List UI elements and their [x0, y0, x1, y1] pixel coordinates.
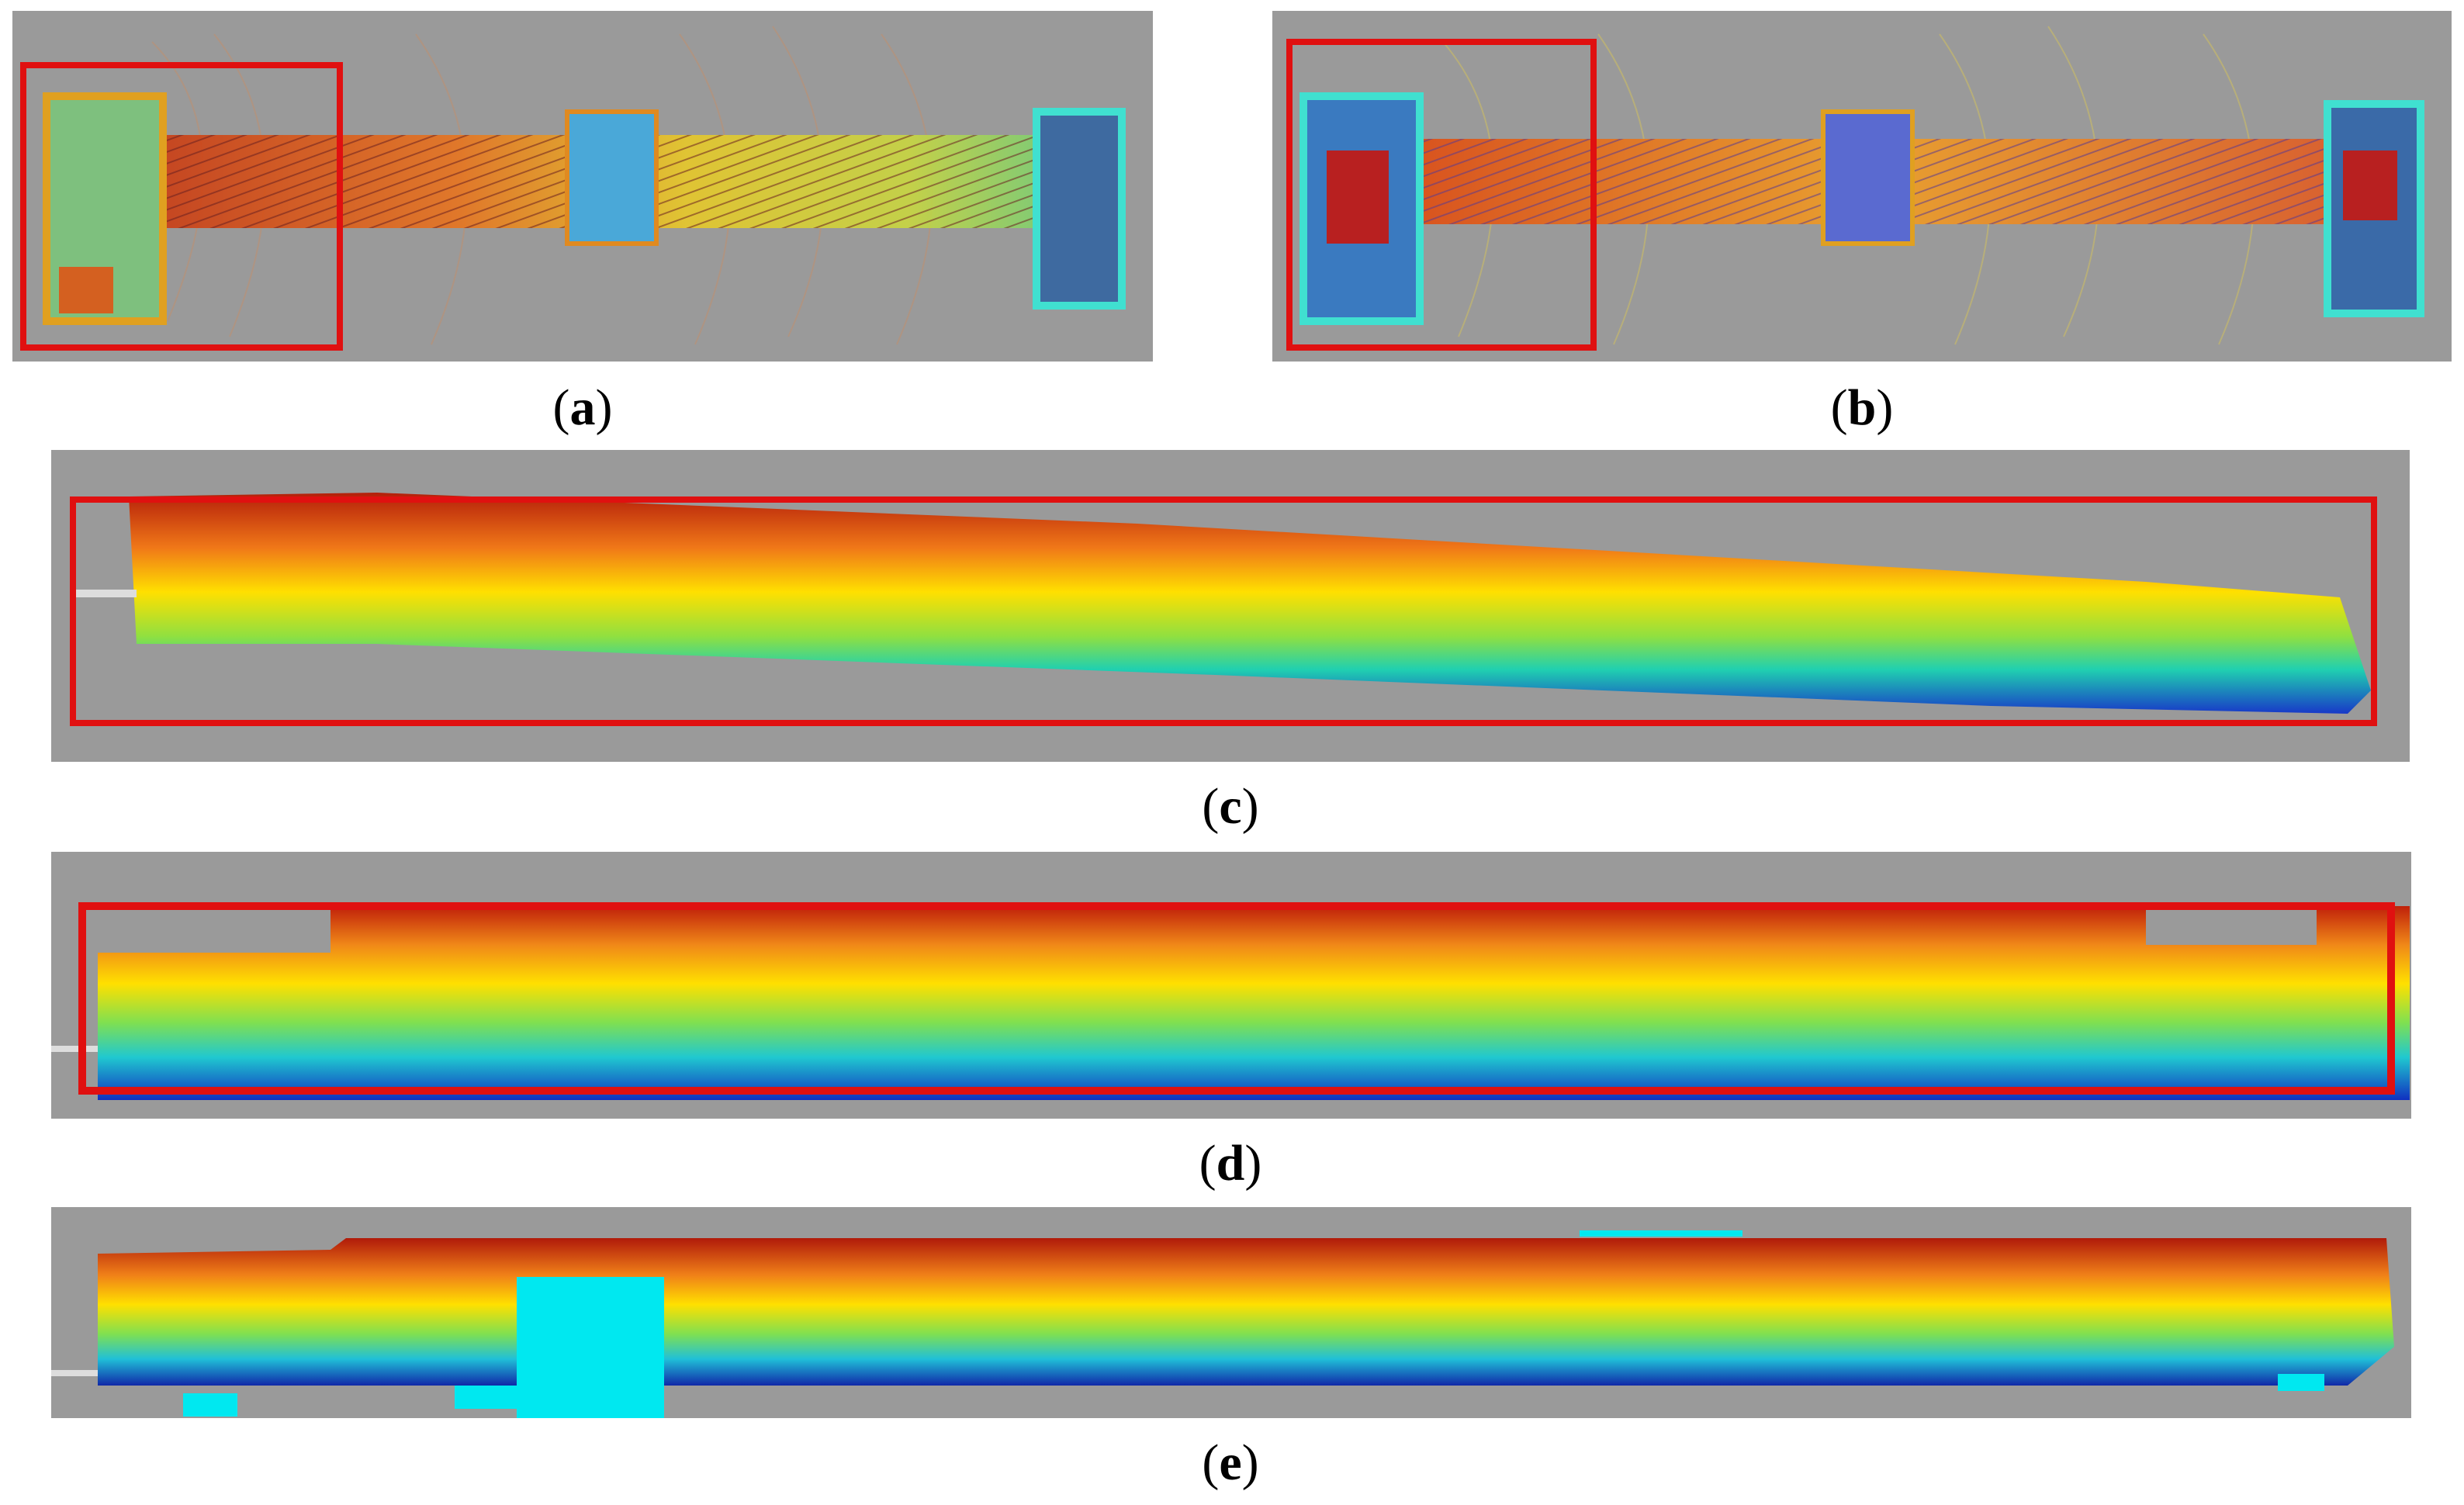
panel-e-caption: (e) — [1202, 1434, 1259, 1491]
panel-b-image — [1272, 11, 2452, 362]
panel-b-caption: (b) — [1830, 379, 1894, 436]
panel-d-image — [51, 852, 2411, 1119]
panel-e-image — [51, 1207, 2411, 1418]
panel-a-caption: (a) — [552, 379, 613, 436]
panel-d-caption: (d) — [1199, 1135, 1262, 1192]
panel-c-image — [51, 450, 2410, 762]
panel-c-caption: (c) — [1202, 778, 1259, 835]
panel-a-image — [12, 11, 1153, 362]
